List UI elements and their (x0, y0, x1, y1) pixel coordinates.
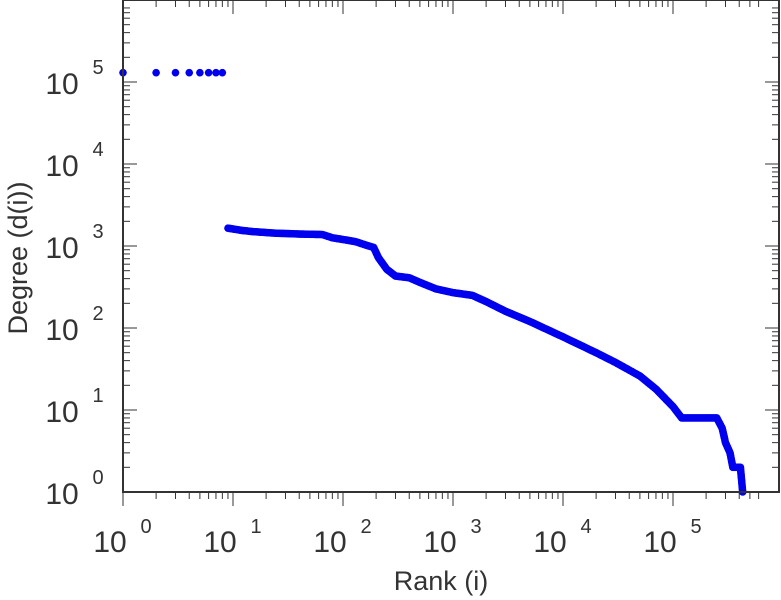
data-point (185, 68, 194, 77)
x-tick-label: 10 (533, 526, 566, 559)
plot-frame (122, 0, 780, 493)
x-tick-exponent: 2 (360, 516, 371, 538)
data-point (204, 68, 213, 77)
y-tick-label: 10 (45, 232, 78, 265)
y-tick-exponent: 0 (92, 467, 103, 489)
x-tick-exponent: 4 (580, 516, 591, 538)
y-tick-label: 10 (45, 314, 78, 347)
y-tick-exponent: 1 (92, 385, 103, 407)
x-tick-label: 10 (93, 526, 126, 559)
y-axis-title: Degree (d(i)) (3, 181, 33, 334)
data-point (171, 68, 180, 77)
y-tick-exponent: 3 (92, 221, 103, 243)
x-tick-exponent: 3 (470, 516, 481, 538)
x-tick-exponent: 0 (140, 516, 151, 538)
x-tick-exponent: 1 (250, 516, 261, 538)
y-tick-label: 10 (45, 68, 78, 101)
data-point (212, 68, 220, 77)
x-tick-label: 10 (203, 526, 236, 559)
data-points (119, 68, 747, 496)
data-point (218, 68, 227, 77)
x-tick-exponent: 5 (690, 516, 701, 538)
data-point (196, 68, 204, 77)
y-tick-label: 10 (45, 396, 78, 429)
tick-labels: 10 0 10 1 10 2 10 3 10 4 10 5 10 0 10 1 10 2 10 3 10 4 10 5 (45, 57, 701, 559)
x-tick-label: 10 (643, 526, 676, 559)
x-tick-label: 10 (313, 526, 346, 559)
y-tick-exponent: 2 (92, 303, 103, 325)
y-tick-label: 10 (45, 478, 78, 511)
y-tick-exponent: 4 (92, 139, 103, 161)
x-axis-title: Rank (i) (394, 566, 489, 596)
x-tick-label: 10 (423, 526, 456, 559)
axis-ticks (122, 0, 779, 506)
y-tick-label: 10 (45, 150, 78, 183)
y-tick-exponent: 5 (92, 57, 103, 79)
data-point (152, 68, 160, 77)
